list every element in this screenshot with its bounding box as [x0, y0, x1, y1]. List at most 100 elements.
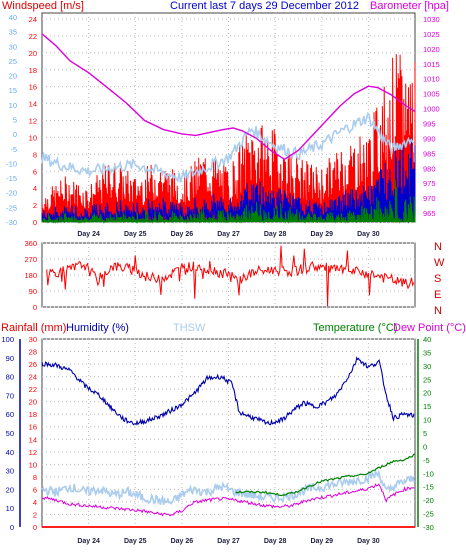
temp-y-tick-label: -5 — [423, 456, 430, 465]
bottom-series — [41, 356, 416, 528]
thsw-y-tick-label: -5 — [10, 145, 17, 154]
humidity-y-tick-label: 10 — [6, 504, 14, 513]
rain-y-tick-label: 10 — [29, 460, 37, 469]
temp-y-tick-label: 40 — [423, 335, 431, 344]
bottom-day-label: Day 25 — [124, 538, 147, 545]
thsw-top-series — [41, 111, 415, 184]
temp-y-tick-label: 25 — [423, 375, 431, 384]
compass-label: N — [434, 241, 442, 253]
bottom-day-label: Day 29 — [310, 538, 333, 545]
temperature-series — [235, 453, 416, 497]
wind-y-tick-label: 6 — [33, 167, 37, 176]
barometer-y-tick-label: 1015 — [423, 60, 440, 69]
thsw-y-tick-label: 30 — [9, 42, 17, 51]
wind-y-tick-label: 10 — [29, 133, 37, 142]
barometer-y-tick-label: 995 — [423, 119, 436, 128]
top-series — [41, 33, 416, 224]
humidity-y-tick-label: 40 — [6, 448, 14, 457]
bottom-day-label: Day 28 — [264, 538, 287, 545]
direction-y-tick-label: 90 — [29, 287, 37, 296]
thsw-y-tick-label: -15 — [6, 174, 17, 183]
temp-y-tick-label: 35 — [423, 348, 431, 357]
wind-y-tick-label: 20 — [29, 49, 37, 58]
temp-y-tick-label: -20 — [423, 496, 434, 505]
humidity-y-tick-label: 100 — [1, 335, 14, 344]
wind-y-tick-label: 0 — [33, 218, 37, 227]
bottom-day-label: Day 24 — [77, 538, 100, 545]
thsw-y-tick-label: -25 — [6, 203, 17, 212]
mid-grid — [42, 242, 415, 308]
compass-label: S — [434, 273, 441, 285]
humidity-y-tick-label: 20 — [6, 485, 14, 494]
rain-y-tick-label: 2 — [33, 510, 37, 519]
wind-y-tick-label: 2 — [33, 201, 37, 210]
rain-y-tick-label: 8 — [33, 473, 37, 482]
wind-y-tick-label: 4 — [33, 184, 37, 193]
wind-y-tick-label: 18 — [29, 66, 37, 75]
bottom-x-labels: Day 24 Day 25 Day 26 Day 27 Day 28 Day 29 Day … — [77, 538, 379, 545]
direction-y-tick-label: 180 — [24, 271, 37, 280]
rain-y-tick-label: 18 — [29, 410, 37, 419]
thsw-bottom-series — [41, 468, 416, 505]
thsw-y-tick-label: 40 — [9, 13, 17, 22]
rain-y-tick-label: 16 — [29, 423, 37, 432]
wind-y-tick-label: 24 — [29, 15, 37, 24]
humidity-y-tick-label: 90 — [6, 354, 14, 363]
thsw-y-tick-label: 35 — [9, 28, 17, 37]
temp-y-tick-label: 15 — [423, 402, 431, 411]
barometer-y-tick-label: 1000 — [423, 105, 440, 114]
wind-direction-series — [46, 245, 415, 307]
top-day-label: Day 29 — [310, 231, 333, 238]
humidity-y-tick-label: 80 — [6, 373, 14, 382]
bottom-day-label: Day 26 — [171, 538, 194, 545]
mid-series — [46, 245, 415, 307]
barometer-y-tick-label: 970 — [423, 194, 436, 203]
temp-humidity-chart: Rainfall (mm) Humidity (%) THSW Temperat… — [1, 322, 466, 545]
rain-y-tick-label: 26 — [29, 360, 37, 369]
wind-y-tick-label: 8 — [33, 150, 37, 159]
temp-y-tick-label: 20 — [423, 389, 431, 398]
barometer-y-tick-label: 980 — [423, 164, 436, 173]
rainfall-axis-title: Rainfall (mm) — [1, 322, 66, 334]
top-grid — [42, 13, 415, 223]
top-day-label: Day 24 — [77, 231, 100, 238]
thsw-y-tick-label: 25 — [9, 57, 17, 66]
humidity-axis-title: Humidity (%) — [66, 322, 129, 334]
barometer-series — [41, 33, 416, 161]
temp-y-tick-label: 30 — [423, 362, 431, 371]
humidity-y-tick-label: 0 — [10, 523, 14, 532]
thsw-y-tick-label: 0 — [13, 130, 17, 139]
temp-y-tick-label: -30 — [423, 523, 434, 532]
barometer-y-tick-label: 975 — [423, 179, 436, 188]
rain-y-tick-label: 4 — [33, 498, 37, 507]
temp-y-tick-label: 5 — [423, 429, 427, 438]
top-day-label: Day 28 — [264, 231, 287, 238]
barometer-y-tick-label: 1030 — [423, 15, 440, 24]
thsw-y-tick-label: -10 — [6, 159, 17, 168]
thsw-y-tick-label: 20 — [9, 72, 17, 81]
wind-y-tick-label: 14 — [29, 100, 37, 109]
rain-y-tick-label: 14 — [29, 435, 37, 444]
humidity-y-tick-label: 30 — [6, 467, 14, 476]
bottom-day-label: Day 30 — [357, 538, 380, 545]
barometer-y-tick-label: 965 — [423, 209, 436, 218]
top-day-label: Day 26 — [171, 231, 194, 238]
humidity-y-tick-label: 70 — [6, 391, 14, 400]
bottom-day-label: Day 27 — [217, 538, 240, 545]
top-day-label: Day 25 — [124, 231, 147, 238]
compass-label: W — [434, 257, 445, 269]
rain-y-tick-label: 28 — [29, 348, 37, 357]
wind-barometer-chart: Windspeed [m/s] Current last 7 days 29 D… — [2, 0, 449, 238]
wind-y-tick-label: 16 — [29, 83, 37, 92]
temp-y-tick-label: -25 — [423, 510, 434, 519]
top-day-label: Day 27 — [217, 231, 240, 238]
rain-y-tick-label: 6 — [33, 485, 37, 494]
rain-y-tick-label: 0 — [33, 523, 37, 532]
direction-y-tick-label: 360 — [24, 239, 37, 248]
rain-y-tick-label: 12 — [29, 448, 37, 457]
temp-y-tick-label: 10 — [423, 416, 431, 425]
direction-y-tick-label: 270 — [24, 255, 37, 264]
